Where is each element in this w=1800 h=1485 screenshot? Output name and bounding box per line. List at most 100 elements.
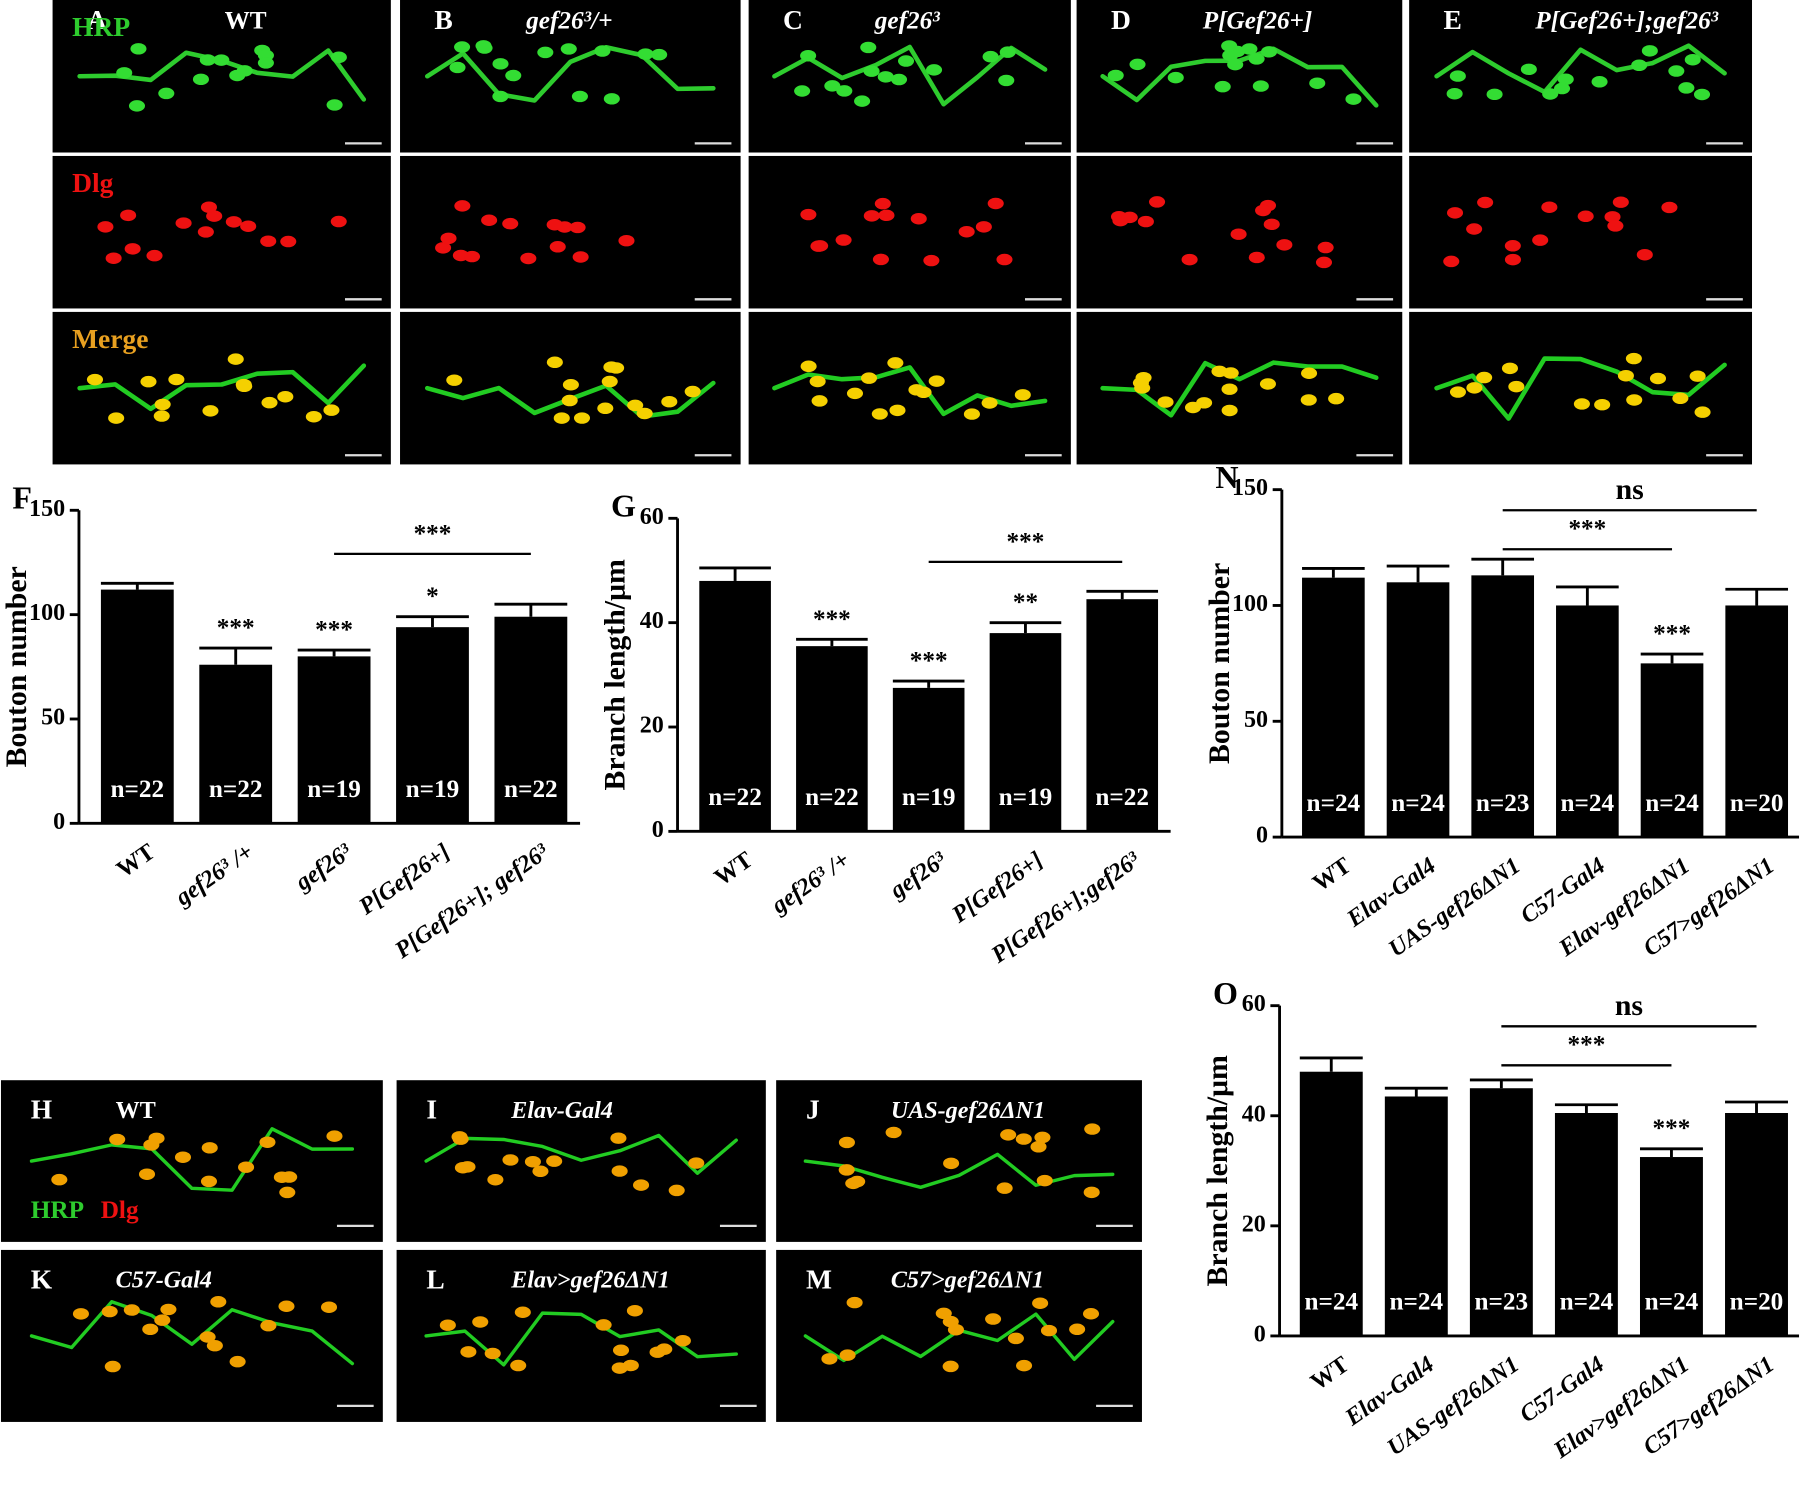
bouton [981, 397, 998, 409]
bouton [472, 1316, 489, 1328]
channel-label: HRP [72, 11, 130, 42]
bouton [277, 390, 294, 403]
bouton [1241, 43, 1258, 55]
y-axis-title: Branch length/μm [1201, 1055, 1234, 1286]
bouton [561, 394, 578, 407]
y-tick-label: 60 [1242, 991, 1266, 1017]
bouton [1167, 71, 1184, 84]
bouton [1196, 397, 1213, 409]
bouton [963, 408, 980, 420]
bouton [874, 197, 891, 210]
bouton [199, 54, 216, 66]
bouton [154, 398, 171, 411]
bouton [128, 100, 146, 112]
bouton [601, 375, 618, 388]
bouton [1684, 53, 1701, 66]
bouton [546, 356, 563, 368]
bouton [1276, 239, 1293, 251]
panel-letter: M [806, 1263, 832, 1294]
bouton [1040, 1324, 1058, 1337]
bouton [1501, 362, 1518, 375]
x-tick-label: gef26³ [885, 847, 952, 905]
bouton [175, 217, 192, 229]
n-label: n=22 [111, 776, 165, 803]
bouton [259, 1136, 276, 1148]
bar [1299, 1071, 1363, 1336]
bouton [1661, 201, 1678, 214]
bouton [1476, 371, 1493, 384]
image-panel [776, 1249, 1142, 1422]
bouton [836, 85, 853, 97]
bouton [487, 1173, 504, 1186]
y-tick-label: 150 [29, 496, 65, 522]
bouton [51, 1173, 68, 1186]
bouton [1649, 372, 1667, 385]
bar [796, 646, 868, 832]
bouton [1508, 380, 1525, 393]
bouton [281, 1171, 298, 1183]
bouton [863, 65, 880, 77]
bouton [160, 1303, 177, 1316]
n-label: n=19 [307, 776, 361, 803]
x-tick-label: gef26³ [290, 839, 357, 897]
bouton [688, 1157, 705, 1169]
bouton [1449, 386, 1466, 398]
bracket-label: *** [1007, 528, 1045, 555]
genotype-label: C57-Gal4 [116, 1268, 212, 1294]
bouton [1541, 201, 1558, 213]
bouton [1134, 382, 1151, 394]
n-label: n=24 [1645, 1289, 1699, 1316]
panel-letter: D [1111, 4, 1131, 35]
bouton [1678, 82, 1695, 94]
bouton [1315, 256, 1333, 269]
genotype-label: Elav-Gal4 [510, 1098, 613, 1124]
bouton [104, 1360, 121, 1373]
bouton [1542, 88, 1559, 100]
n-label: n=20 [1730, 1289, 1784, 1316]
bouton [108, 412, 125, 424]
bouton [573, 412, 591, 424]
bouton [305, 411, 322, 423]
bouton [872, 253, 889, 266]
bouton [1227, 58, 1244, 71]
bouton [597, 402, 614, 414]
bouton [996, 253, 1013, 266]
panel-letter: L [426, 1263, 444, 1294]
bouton [571, 90, 588, 103]
bouton [123, 1304, 140, 1316]
image-panel [52, 155, 391, 309]
image-panel [748, 155, 1071, 309]
bouton [998, 74, 1015, 87]
bouton [124, 243, 141, 255]
bouton [481, 214, 498, 226]
panel-letter: N [1215, 459, 1238, 495]
bouton [885, 1126, 902, 1139]
significance-label: *** [1653, 621, 1691, 648]
bouton [1504, 240, 1521, 252]
bouton [1446, 87, 1463, 100]
bouton [143, 1139, 160, 1151]
n-label: n=22 [504, 776, 558, 803]
neurite [29, 1300, 355, 1366]
n-label: n=20 [1730, 790, 1784, 817]
bouton [612, 1344, 630, 1357]
bouton [72, 1308, 89, 1320]
bouton [1129, 58, 1146, 71]
bouton [626, 1304, 643, 1317]
bouton [454, 41, 471, 53]
bouton [800, 360, 817, 373]
bouton [1477, 196, 1494, 209]
neurite [29, 1127, 355, 1192]
bar [199, 664, 273, 824]
bouton [86, 373, 103, 386]
bouton [280, 235, 297, 248]
bouton [154, 1314, 171, 1326]
bouton [1034, 1131, 1051, 1144]
bouton [210, 1296, 227, 1308]
bouton [928, 375, 945, 387]
bracket-label: *** [1567, 1032, 1605, 1059]
bouton [637, 48, 654, 60]
bouton [1149, 196, 1166, 208]
y-axis-title: Branch length/μm [599, 559, 632, 790]
bar [1302, 577, 1365, 838]
